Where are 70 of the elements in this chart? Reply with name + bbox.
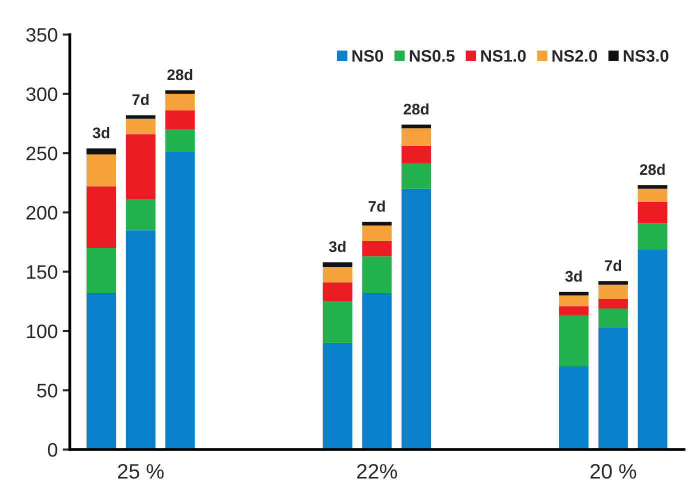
bar [559,292,589,296]
bar [362,240,392,256]
bar [638,185,668,189]
y-tick-label: 200 [26,206,58,220]
legend-label: NS3.0 [624,50,668,62]
y-tick-label: 50 [37,384,58,398]
bar [559,306,589,316]
x-tick-label: 28d [167,68,192,80]
bar [126,134,156,200]
y-tick-label: 300 [26,87,58,102]
bar [362,225,392,241]
x-tick-label: 3d [328,240,346,252]
bar [86,148,116,154]
bar [638,202,668,224]
bar [638,223,668,250]
bar [86,154,116,186]
bar [559,366,589,450]
bar [402,146,432,164]
bar [86,248,116,294]
bar [598,308,628,328]
x-tick-label: 7d [132,94,149,106]
bar [598,284,628,299]
bar [362,293,392,450]
bar [165,94,195,110]
bar [559,316,589,367]
bar [638,188,668,202]
bar [165,90,195,94]
bar [322,282,352,302]
y-tick-label: 150 [27,265,58,279]
y-tick-label: 0 [48,443,58,457]
bar [165,110,195,130]
bar [362,222,392,226]
bar [559,295,589,306]
y-tick-label: 350 [26,28,58,42]
x-tick-label: 3d [92,127,110,138]
text: 25 % [118,464,164,479]
x-tick-label: 3d [565,270,582,282]
bar [322,301,352,343]
text: 20 % [590,464,636,479]
bar [362,256,392,294]
bar [598,298,628,308]
text: 22% [357,464,398,479]
x-tick-label: 28d [404,103,428,115]
bar [402,164,432,189]
bar [402,124,432,128]
bar [322,342,352,450]
legend-label: NS2.0 [552,50,598,62]
bar [86,293,116,450]
bar [126,118,156,134]
y-tick-label: 250 [26,146,58,160]
bar [402,128,432,146]
bar [638,249,668,450]
bar [598,327,628,450]
bar [322,262,352,267]
bar [402,188,432,450]
bar [126,115,156,119]
bar [165,129,195,152]
x-tick-label: 7d [604,260,622,272]
legend-label: NS1.0 [481,50,526,62]
bar [598,281,628,285]
legend-label: NS0 [352,50,384,62]
legend-label: NS0.5 [410,50,455,62]
y-tick-label: 100 [27,324,58,338]
bar [322,266,352,282]
bar [165,152,195,450]
bar [86,186,116,248]
x-tick-label: 7d [368,200,385,212]
bar [126,230,156,450]
x-tick-label: 28d [640,164,665,176]
bar [126,199,156,230]
